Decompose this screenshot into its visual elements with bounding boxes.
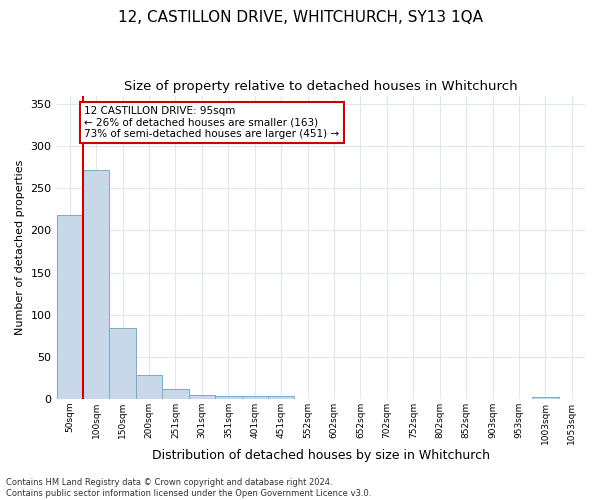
Text: 12 CASTILLON DRIVE: 95sqm
← 26% of detached houses are smaller (163)
73% of semi: 12 CASTILLON DRIVE: 95sqm ← 26% of detac…: [84, 106, 340, 139]
Bar: [188, 395, 215, 399]
Bar: [532, 396, 559, 399]
Title: Size of property relative to detached houses in Whitchurch: Size of property relative to detached ho…: [124, 80, 518, 93]
Bar: [56, 216, 83, 399]
Bar: [215, 396, 242, 399]
Bar: [83, 170, 109, 399]
Bar: [162, 389, 188, 399]
Y-axis label: Number of detached properties: Number of detached properties: [15, 160, 25, 335]
Text: Contains HM Land Registry data © Crown copyright and database right 2024.
Contai: Contains HM Land Registry data © Crown c…: [6, 478, 371, 498]
X-axis label: Distribution of detached houses by size in Whitchurch: Distribution of detached houses by size …: [152, 450, 490, 462]
Bar: [242, 396, 268, 399]
Bar: [109, 328, 136, 399]
Text: 12, CASTILLON DRIVE, WHITCHURCH, SY13 1QA: 12, CASTILLON DRIVE, WHITCHURCH, SY13 1Q…: [118, 10, 482, 25]
Bar: [136, 376, 162, 399]
Bar: [268, 396, 295, 399]
